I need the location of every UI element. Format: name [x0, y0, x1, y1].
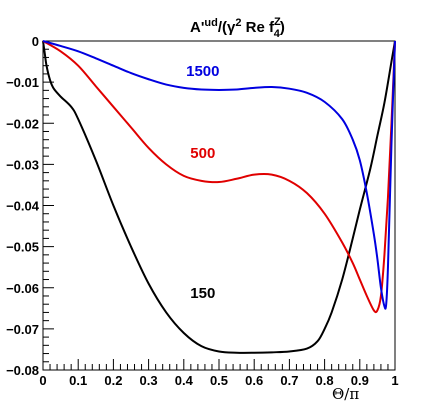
- series-label-500: 500: [190, 145, 215, 162]
- x-axis-label: Θ/π: [332, 385, 359, 403]
- series-line-1500: [42, 40, 396, 310]
- title-mid: /(γ: [218, 19, 236, 36]
- y-tick-label: −0.06: [6, 281, 39, 296]
- title-tail-sup: Z: [274, 16, 281, 28]
- title-tail: Re f: [242, 19, 276, 36]
- x-tick-label: 0.7: [280, 373, 298, 388]
- x-tick-label: 1: [391, 373, 398, 388]
- x-tick-label: 0.5: [210, 373, 228, 388]
- series-line-150: [42, 40, 396, 354]
- y-tick-label: −0.05: [6, 240, 39, 255]
- y-tick-label: −0.02: [6, 116, 39, 131]
- x-tick-label: 0.8: [316, 373, 334, 388]
- x-tick-label: 0.6: [245, 373, 263, 388]
- x-tick-label: 0.4: [175, 373, 194, 388]
- series-labels: 150 500 1500: [186, 63, 219, 302]
- y-tick-label: −0.07: [6, 322, 39, 337]
- title-tail-sub: 4: [274, 28, 281, 40]
- x-tick-label: 0: [39, 373, 46, 388]
- x-tick-label: 0.1: [69, 373, 87, 388]
- series-label-150: 150: [190, 285, 215, 302]
- x-tick-label: 0.3: [140, 373, 158, 388]
- chart-title: A'ud/(γ2 Re fZ 4): [190, 16, 285, 40]
- x-axis: 0 0.1 0.2 0.3 0.4 0.5 0.6 0.7 0.8 0.9 1: [39, 359, 399, 388]
- series-label-1500: 1500: [186, 63, 219, 80]
- y-tick-label: 0: [32, 34, 39, 49]
- title-base: A': [190, 19, 204, 36]
- y-axis: 0 −0.01 −0.02 −0.03 −0.04 −0.05 −0.06 −0.07 −0.0…: [6, 34, 54, 378]
- title-base-sup: ud: [204, 17, 217, 29]
- title-mid-sup: 2: [235, 17, 241, 29]
- y-tick-label: −0.03: [6, 157, 39, 172]
- y-tick-label: −0.01: [6, 75, 39, 90]
- x-tick-label: 0.9: [351, 373, 369, 388]
- y-tick-label: −0.04: [6, 199, 40, 214]
- x-tick-label: 0.2: [104, 373, 122, 388]
- series-line-500: [42, 40, 396, 314]
- title-close: ): [280, 19, 285, 36]
- series-lines: [42, 40, 396, 354]
- y-tick-label: −0.08: [6, 363, 39, 378]
